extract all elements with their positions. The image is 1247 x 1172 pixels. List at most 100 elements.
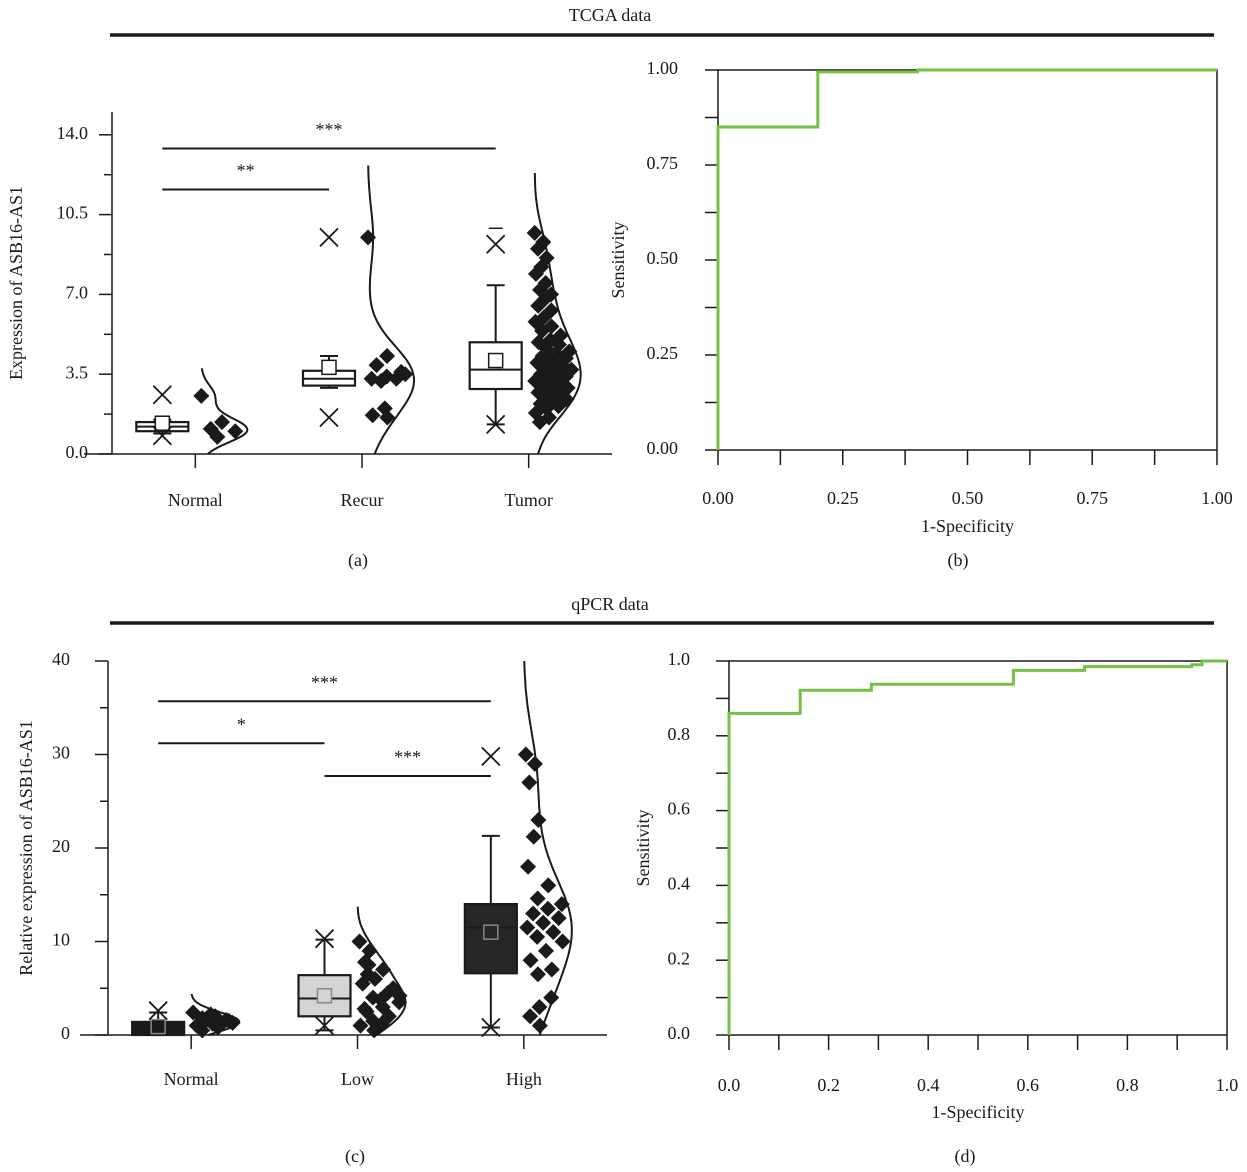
y-tick-label: 10 (52, 930, 70, 950)
x-tick-label: 0.50 (952, 488, 984, 508)
significance-label: *** (311, 672, 338, 692)
point (543, 961, 560, 978)
y-tick-label: 3.5 (66, 362, 89, 382)
point (352, 1017, 369, 1034)
point (538, 942, 555, 959)
y-tick-label: 1.00 (647, 58, 679, 78)
point (522, 1008, 539, 1025)
x-tick-label: Normal (164, 1069, 219, 1089)
violin (523, 660, 573, 1036)
plot-frame (728, 660, 1228, 1036)
y-tick-label: 0.8 (668, 724, 691, 744)
x-tick-label: 0.25 (827, 488, 859, 508)
x-tick-label: Recur (341, 490, 384, 510)
point (209, 428, 226, 445)
point (519, 919, 536, 936)
x-tick-label: 1.00 (1201, 488, 1233, 508)
point (191, 1018, 208, 1035)
point (545, 924, 562, 941)
point (529, 966, 546, 983)
x-axis-label: 1-Specificity (932, 1102, 1025, 1122)
roc-curve (716, 68, 1217, 450)
point (373, 373, 390, 390)
point (366, 1022, 383, 1039)
point (525, 905, 542, 922)
percentile-marker (152, 385, 172, 405)
point (553, 896, 570, 913)
y-tick-label: 10.5 (57, 203, 89, 223)
point (379, 409, 396, 426)
point (364, 407, 381, 424)
y-tick-label: 0.4 (668, 874, 691, 894)
x-tick-label: 0.00 (702, 488, 734, 508)
percentile-marker (314, 1016, 335, 1036)
y-tick-label: 0.00 (647, 438, 679, 458)
percentile-marker (481, 746, 501, 767)
mean-marker (154, 415, 171, 431)
point (360, 229, 376, 246)
percentile-marker (148, 1001, 168, 1021)
x-axis-label: 1-Specificity (921, 516, 1014, 536)
x-tick-label: 0.2 (817, 1075, 840, 1095)
y-axis-label: Expression of ASB16-AS1 (6, 186, 26, 380)
point (531, 414, 548, 431)
x-tick-label: High (506, 1069, 542, 1089)
percentile-marker (486, 234, 506, 254)
point (530, 811, 547, 828)
point (227, 423, 244, 440)
x-tick-label: Tumor (504, 490, 552, 510)
y-tick-label: 40 (52, 649, 70, 669)
x-tick-label: Normal (168, 490, 223, 510)
x-tick-label: 0.75 (1077, 488, 1109, 508)
point (372, 991, 389, 1008)
point (529, 928, 546, 945)
y-tick-label: 30 (52, 743, 70, 763)
y-tick-label: 7.0 (66, 283, 89, 303)
point (373, 1015, 390, 1032)
point (550, 910, 567, 927)
mean-marker (150, 1018, 166, 1035)
percentile-marker (314, 929, 335, 949)
y-axis-label: Relative expression of ASB16-AS1 (16, 720, 36, 975)
x-tick-label: Low (341, 1069, 374, 1089)
point (397, 366, 414, 383)
violin (367, 165, 415, 455)
panel-label: (a) (348, 550, 368, 571)
point (530, 297, 547, 314)
point (193, 387, 210, 404)
y-tick-label: 14.0 (57, 123, 89, 143)
point (526, 755, 543, 772)
x-tick-label: 1.0 (1216, 1075, 1239, 1095)
y-tick-label: 0.0 (668, 1023, 691, 1043)
point (531, 998, 548, 1015)
mean-marker (316, 987, 333, 1004)
x-tick-label: 0.0 (718, 1075, 741, 1095)
point (554, 933, 571, 950)
percentile-marker (152, 426, 172, 446)
point (540, 877, 557, 894)
point (356, 1000, 373, 1017)
section-title: TCGA data (569, 5, 652, 25)
panel-label: (b) (948, 550, 969, 571)
percentile-marker (319, 407, 339, 428)
point (375, 961, 392, 978)
y-tick-label: 0.25 (647, 343, 679, 363)
point (529, 240, 546, 257)
panel-label: (c) (345, 1146, 365, 1167)
x-tick-label: 0.8 (1116, 1075, 1139, 1095)
y-tick-label: 0.75 (647, 153, 679, 173)
mean-marker (483, 924, 499, 940)
y-tick-label: 0.2 (668, 948, 691, 968)
mean-marker (321, 359, 337, 376)
violin (200, 368, 249, 455)
x-tick-label: 0.4 (917, 1075, 940, 1095)
y-tick-label: 0 (61, 1023, 70, 1043)
point (525, 828, 542, 845)
percentile-marker (486, 414, 506, 434)
point (391, 987, 408, 1004)
y-tick-label: 1.0 (668, 649, 691, 669)
point (360, 956, 377, 973)
point (213, 414, 230, 431)
point (531, 1017, 548, 1034)
